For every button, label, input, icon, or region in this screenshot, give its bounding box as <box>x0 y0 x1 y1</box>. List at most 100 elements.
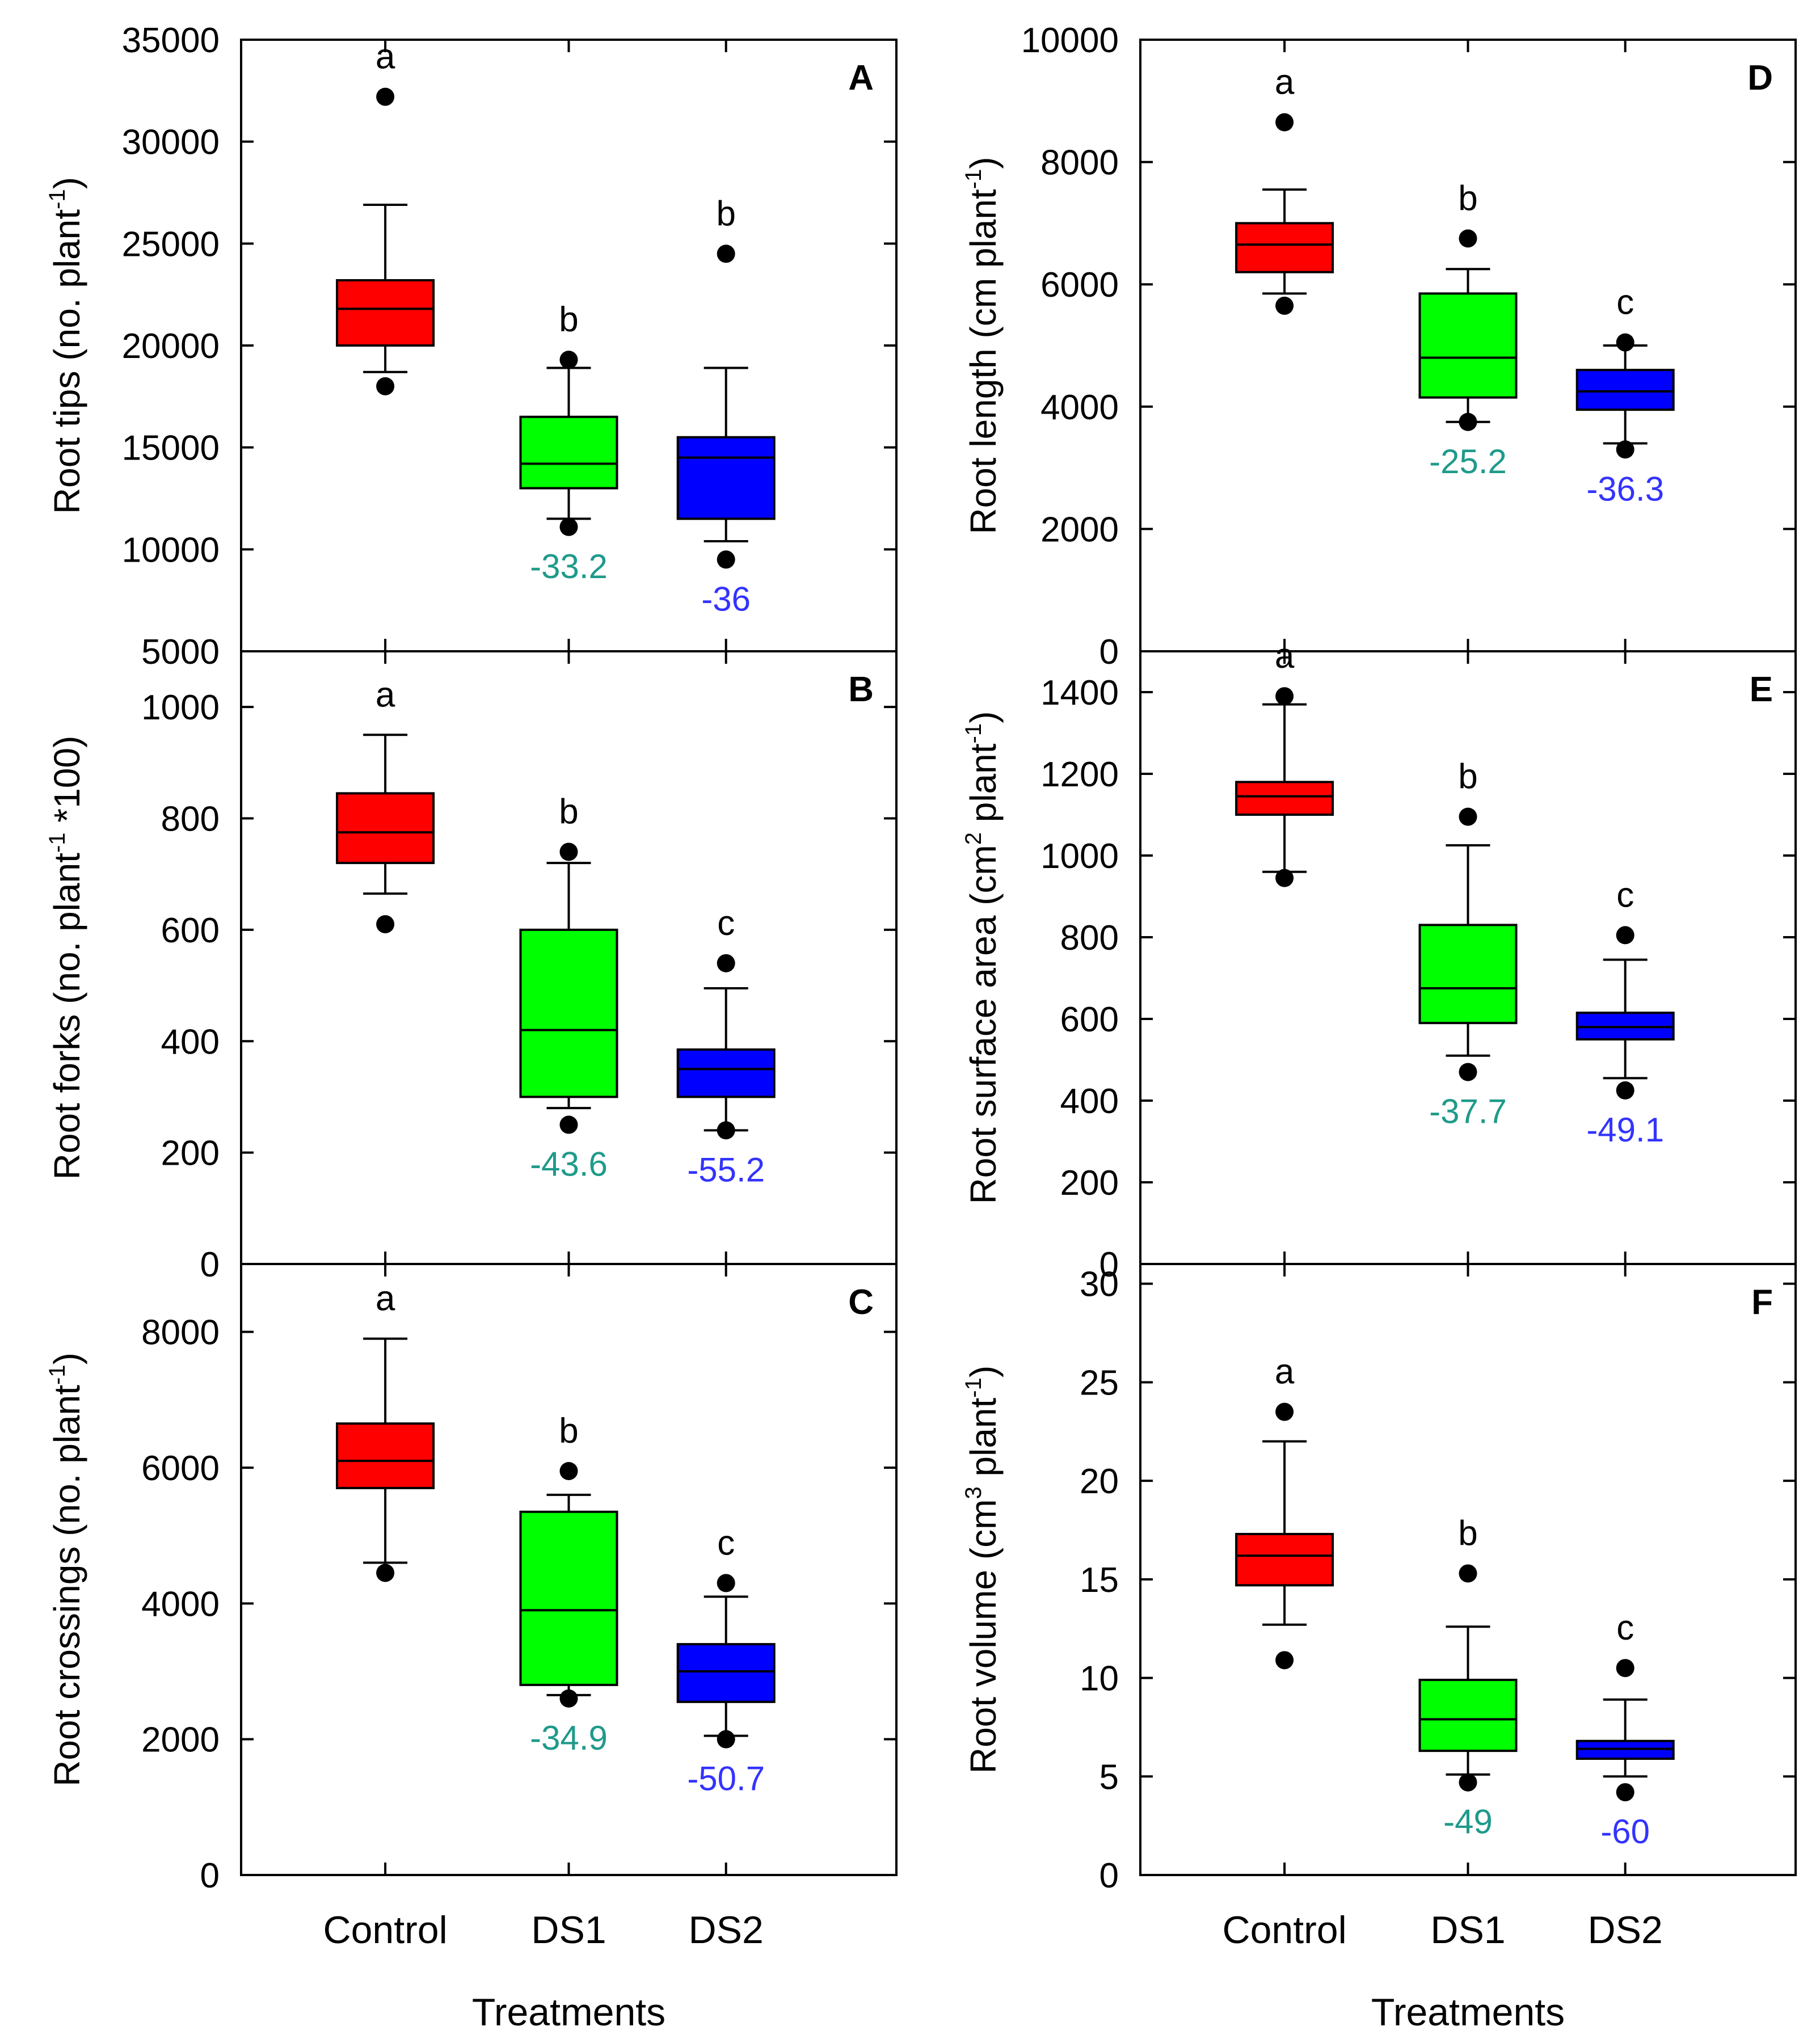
box-ds1: b -33.2 <box>519 300 618 585</box>
y-axis-title-text: ) <box>963 1366 1004 1377</box>
significance-letter: a <box>376 675 395 714</box>
box-iqr <box>1418 292 1518 399</box>
y-tick-label: 800 <box>1060 919 1119 958</box>
y-tick-label: 5 <box>1099 1758 1119 1797</box>
panel-letter: C <box>848 1283 874 1322</box>
panel-a: 5000 10000 15000 20000 25000 30000 35000 Root t… <box>45 21 898 672</box>
outlier-point <box>559 1115 578 1134</box>
y-tick-label: 0 <box>200 1856 220 1895</box>
box-iqr <box>519 415 618 490</box>
outlier-point <box>1275 687 1294 706</box>
panel-b: 0 200 400 600 800 1000 Root forks (no. plant-1… <box>45 650 898 1284</box>
y-tick-label: 20 <box>1080 1462 1119 1501</box>
x-category-label: DS1 <box>531 1908 606 1952</box>
outlier-point <box>1459 1564 1477 1583</box>
y-tick-label: 8000 <box>141 1313 220 1353</box>
outlier-point <box>1459 412 1477 431</box>
outlier-point <box>1616 440 1634 459</box>
panel-letter: B <box>848 670 874 709</box>
y-axis-title: Root volume (cm3 plant-1) <box>961 1366 1004 1773</box>
outlier-point <box>559 842 578 861</box>
y-axis-title-superscript: -1 <box>961 723 986 744</box>
y-tick-label: 25 <box>1080 1363 1119 1402</box>
significance-letter: c <box>1616 875 1634 915</box>
box-control: a <box>336 675 435 934</box>
outlier-point <box>717 1574 735 1592</box>
box-ds2: c -50.7 <box>676 1523 776 1798</box>
box-control: a <box>1235 1353 1334 1670</box>
box-control: a <box>1235 637 1334 887</box>
significance-letter: a <box>1275 637 1295 676</box>
box-ds1: b -49 <box>1418 1514 1518 1841</box>
outlier-point <box>1275 869 1294 887</box>
significance-letter: c <box>717 1523 735 1562</box>
y-tick-label: 10 <box>1080 1659 1119 1699</box>
percent-change-label: -49 <box>1443 1803 1493 1841</box>
y-axis-title-text: Root volume (cm <box>963 1499 1004 1774</box>
box-control: a <box>336 37 435 395</box>
y-axis-title-superscript: -1 <box>45 832 70 853</box>
box-ds1: b -25.2 <box>1418 179 1518 481</box>
panel-letter: D <box>1747 58 1773 98</box>
panel-d: 0 2000 4000 6000 8000 10000 Root length (cm pl… <box>961 21 1797 672</box>
outlier-point <box>376 87 395 106</box>
y-tick-label: 1200 <box>1040 755 1119 794</box>
y-axis-title-text: Root length (cm plant <box>963 189 1004 534</box>
y-tick-label: 200 <box>1060 1164 1119 1203</box>
significance-letter: a <box>1275 1353 1295 1392</box>
significance-letter: a <box>1275 63 1295 102</box>
y-tick-label: 6000 <box>141 1449 220 1488</box>
y-tick-label: 30000 <box>122 123 220 162</box>
outlier-point <box>559 351 578 369</box>
y-tick-label: 10000 <box>1021 21 1119 60</box>
box-iqr <box>1418 924 1518 1025</box>
box-ds2: c -36.3 <box>1575 283 1675 508</box>
outlier-point <box>1616 926 1634 945</box>
box-iqr <box>676 1643 776 1703</box>
percent-change-label: -37.7 <box>1429 1093 1507 1131</box>
percent-change-label: -43.6 <box>530 1145 608 1183</box>
box-iqr <box>676 1048 776 1098</box>
box-ds2: b -36 <box>676 194 776 618</box>
y-axis-title: Root length (cm plant-1) <box>961 157 1004 534</box>
y-tick-label: 6000 <box>1040 266 1119 305</box>
outlier-point <box>376 377 395 395</box>
significance-letter: c <box>1616 283 1634 322</box>
panel-letter: E <box>1750 670 1773 709</box>
outlier-point <box>1275 1651 1294 1670</box>
panel-letter: F <box>1751 1283 1773 1322</box>
significance-letter: c <box>717 904 735 943</box>
y-tick-label: 15000 <box>122 429 220 468</box>
y-tick-label: 8000 <box>1040 144 1119 183</box>
outlier-point <box>1616 1783 1634 1802</box>
percent-change-label: -34.9 <box>530 1719 608 1757</box>
y-tick-label: 0 <box>1099 633 1119 672</box>
box-iqr <box>676 436 776 520</box>
y-tick-label: 0 <box>200 1245 220 1284</box>
y-axis-title-text: ) <box>963 711 1004 723</box>
y-axis-title-text: ) <box>963 157 1004 168</box>
y-axis-title-superscript: -1 <box>45 189 70 209</box>
significance-letter: c <box>1616 1608 1634 1648</box>
y-axis-title-superscript: 2 <box>961 832 986 845</box>
outlier-point <box>717 245 735 263</box>
box-iqr <box>336 279 435 347</box>
box-iqr <box>1235 222 1334 273</box>
box-iqr <box>519 928 618 1098</box>
box-ds2: c -55.2 <box>676 904 776 1189</box>
y-tick-label: 10000 <box>122 530 220 570</box>
panel-f: 0 5 10 15 20 25 30 Root volume (cm3 plant-1) F Co… <box>961 1263 1797 2034</box>
box-control: a <box>1235 63 1334 315</box>
y-axis-title-text: plant <box>963 1397 1004 1486</box>
y-tick-label: 600 <box>1060 1000 1119 1039</box>
y-tick-label: 2000 <box>141 1721 220 1760</box>
x-axis-title: Treatments <box>472 1991 665 2034</box>
outlier-point <box>559 517 578 536</box>
x-category-label: DS2 <box>1588 1908 1663 1952</box>
box-ds1: b -37.7 <box>1418 757 1518 1131</box>
y-axis-title-superscript: -1 <box>961 1377 986 1398</box>
y-tick-label: 0 <box>1099 1245 1119 1284</box>
significance-letter: b <box>559 300 578 339</box>
